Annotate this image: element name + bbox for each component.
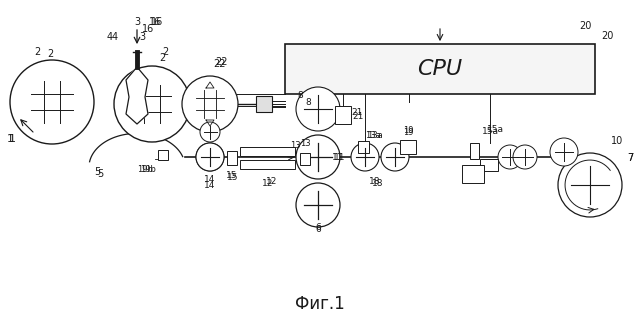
Circle shape (550, 138, 578, 166)
Text: 5: 5 (97, 169, 103, 179)
Text: 2: 2 (47, 49, 53, 59)
Bar (335, 106, 351, 124)
Bar (462, 165, 484, 183)
Text: 15: 15 (227, 171, 237, 179)
Text: 16: 16 (142, 24, 154, 34)
Text: 2: 2 (159, 53, 165, 63)
Text: 15: 15 (227, 173, 239, 182)
Text: 6: 6 (315, 223, 321, 232)
Text: 8: 8 (305, 98, 311, 107)
Text: 18: 18 (369, 176, 381, 185)
Text: 20: 20 (579, 21, 591, 31)
Text: 1: 1 (8, 134, 15, 144)
Text: 10: 10 (611, 136, 623, 146)
Bar (480, 159, 498, 171)
Text: 6: 6 (315, 224, 321, 233)
Circle shape (196, 143, 224, 171)
Text: 3: 3 (134, 17, 140, 27)
Text: 4: 4 (112, 32, 118, 42)
Bar (470, 143, 479, 159)
Circle shape (351, 143, 379, 171)
Circle shape (558, 153, 622, 217)
Text: 7: 7 (627, 153, 633, 163)
Circle shape (381, 143, 409, 171)
Bar (240, 160, 295, 169)
Bar (300, 153, 310, 165)
Bar (227, 151, 237, 165)
Text: 2: 2 (34, 47, 40, 57)
Text: 12: 12 (266, 176, 278, 185)
Text: 14: 14 (204, 175, 216, 184)
Text: 13a: 13a (365, 130, 381, 139)
Text: 16: 16 (151, 17, 163, 27)
Bar (240, 147, 295, 156)
Circle shape (296, 183, 340, 227)
Circle shape (196, 143, 224, 171)
Text: 19b: 19b (137, 165, 153, 174)
Circle shape (296, 87, 340, 131)
Bar (285, 44, 595, 94)
Circle shape (182, 76, 238, 132)
Text: 3: 3 (139, 32, 145, 42)
Text: 21: 21 (351, 108, 363, 117)
Text: 1: 1 (6, 134, 13, 144)
Text: 12: 12 (262, 178, 274, 187)
Text: 19b: 19b (140, 165, 156, 174)
Text: 4: 4 (107, 32, 113, 42)
Text: 20: 20 (601, 31, 613, 41)
Text: 8: 8 (297, 90, 303, 99)
Text: CPU: CPU (417, 59, 463, 79)
Circle shape (200, 122, 220, 142)
Bar (358, 141, 369, 153)
Bar (158, 150, 168, 160)
Text: 21: 21 (352, 111, 364, 120)
Bar (256, 96, 272, 112)
Text: 5: 5 (94, 167, 100, 177)
Text: 13: 13 (290, 140, 300, 149)
Text: 18: 18 (372, 178, 384, 187)
Text: 19: 19 (403, 126, 413, 135)
Text: 11: 11 (332, 153, 344, 162)
Circle shape (296, 135, 340, 179)
Text: 16: 16 (149, 17, 161, 27)
Text: 14: 14 (204, 181, 216, 190)
Text: 15a: 15a (486, 125, 504, 134)
Text: 22: 22 (216, 57, 228, 67)
Circle shape (10, 60, 94, 144)
Text: 15a: 15a (481, 127, 499, 136)
Text: 19: 19 (403, 128, 413, 137)
Text: 11: 11 (334, 153, 346, 162)
Text: 2: 2 (162, 47, 168, 57)
Circle shape (498, 145, 522, 169)
Circle shape (513, 145, 537, 169)
Bar (400, 140, 416, 154)
Text: 13: 13 (300, 138, 310, 147)
Text: 13a: 13a (367, 130, 383, 139)
Text: 7: 7 (627, 153, 633, 163)
Text: Фиг.1: Фиг.1 (295, 295, 345, 313)
Circle shape (114, 66, 190, 142)
Text: 22: 22 (214, 59, 227, 69)
Polygon shape (126, 67, 148, 124)
